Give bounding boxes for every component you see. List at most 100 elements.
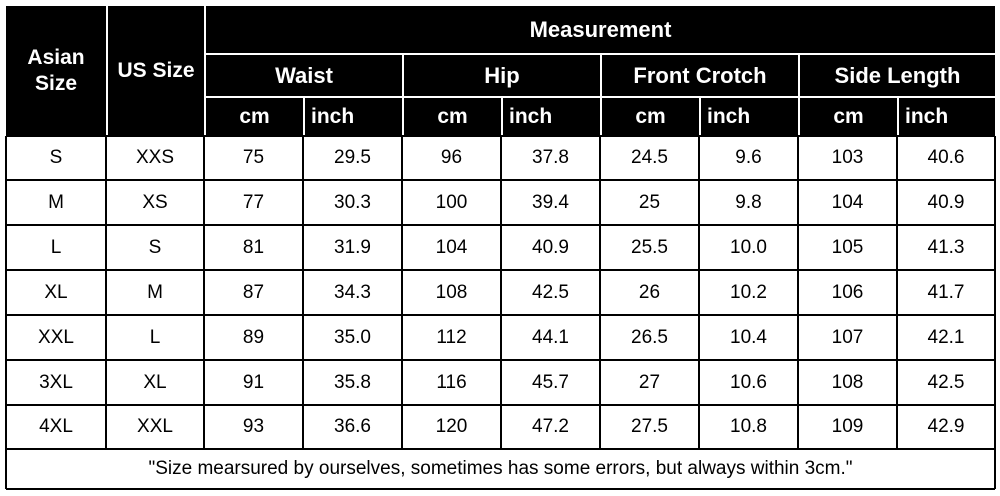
table-cell: 10.8 [730,416,767,437]
hip-cm-unit-header: cm [402,96,501,136]
table-cell: 75 [242,147,265,168]
table-cell: 96 [440,147,463,168]
table-cell: 10.2 [730,281,767,303]
table-cell: 104 [435,236,468,258]
hip-inch-unit-header: inch [501,96,600,136]
table-cell: 40.6 [927,147,965,168]
column-divider [994,136,996,449]
column-divider [994,449,996,489]
column-divider [401,136,403,449]
table-cell: 37.8 [532,147,569,168]
table-cell: 10.6 [730,371,767,393]
column-divider [105,136,107,449]
table-cell: 93 [242,416,265,437]
front-crotch-inch-unit-header: inch [699,96,798,136]
table-cell: 41.7 [927,281,965,303]
table-cell: 4XL [39,416,73,437]
table-cell: 9.6 [735,147,762,168]
table-cell: 27 [638,371,661,393]
table-cell: 27.5 [631,416,668,437]
footnote: "Size mearsured by ourselves, sometimes … [148,458,853,479]
table-cell: 26 [638,281,661,303]
table-cell: 107 [831,326,864,348]
us-size-header: US Size [106,6,204,136]
row-divider [6,448,995,450]
table-cell: 89 [242,326,265,348]
table-cell: 34.3 [334,281,371,303]
table-cell: L [149,326,161,348]
table-cell: 104 [831,191,864,213]
column-divider [203,136,205,449]
row-divider [6,488,995,490]
column-divider [302,136,304,449]
table-cell: 39.4 [532,191,569,213]
column-divider [896,136,898,449]
table-cell: 87 [242,281,265,303]
column-divider [5,136,7,449]
table-cell: 47.2 [532,416,569,437]
table-cell: 3XL [39,371,73,393]
waist-group-header: Waist [204,53,402,96]
table-cell: 24.5 [631,147,668,168]
table-cell: XXL [38,326,74,348]
table-cell: 36.6 [334,416,371,437]
table-cell: S [148,236,162,258]
table-cell: 10.0 [730,236,767,258]
side-length-cm-unit-header: cm [798,96,897,136]
table-cell: 108 [831,371,864,393]
table-cell: 41.3 [927,236,965,258]
hip-group-header: Hip [402,53,600,96]
table-cell: 81 [242,236,265,258]
table-cell: 45.7 [532,371,569,393]
table-cell: 100 [435,191,468,213]
measurement-header: Measurement [204,6,995,53]
table-cell: 29.5 [334,147,371,168]
table-cell: M [48,191,64,213]
table-cell: 25.5 [631,236,668,258]
table-cell: 109 [831,416,864,437]
table-cell: 25 [638,191,661,213]
table-cell: XL [143,371,167,393]
table-cell: 112 [436,326,467,348]
table-cell: XXS [135,147,175,168]
waist-inch-unit-header: inch [303,96,402,136]
table-cell: 116 [436,371,467,393]
table-cell: 42.9 [927,416,965,437]
table-cell: L [50,236,62,258]
table-cell: 44.1 [532,326,569,348]
table-cell: 10.4 [730,326,767,348]
table-cell: 35.0 [334,326,371,348]
table-cell: XL [44,281,68,303]
table-cell: 40.9 [532,236,569,258]
table-cell: 103 [831,147,864,168]
table-cell: 106 [831,281,864,303]
front-crotch-cm-unit-header: cm [600,96,699,136]
table-cell: 42.1 [927,326,965,348]
table-cell: 120 [435,416,468,437]
column-divider [500,136,502,449]
column-divider [698,136,700,449]
table-cell: XS [142,191,168,213]
table-cell: XXL [137,416,173,437]
table-cell: 108 [435,281,468,303]
table-cell: 30.3 [334,191,371,213]
table-cell: S [49,147,63,168]
table-cell: 26.5 [631,326,668,348]
table-cell: 35.8 [334,371,371,393]
table-cell: 42.5 [532,281,569,303]
front-crotch-group-header: Front Crotch [600,53,798,96]
column-divider [797,136,799,449]
column-divider [599,136,601,449]
table-cell: 31.9 [334,236,371,258]
side-length-inch-unit-header: inch [897,96,995,136]
table-cell: 91 [242,371,265,393]
table-cell: 42.5 [927,371,965,393]
asian-size-header: Asian Size [6,6,106,136]
table-cell: M [147,281,163,303]
table-cell: 77 [242,191,265,213]
waist-cm-unit-header: cm [204,96,303,136]
table-cell: 105 [831,236,864,258]
column-divider [5,449,7,489]
table-cell: 40.9 [927,191,965,213]
